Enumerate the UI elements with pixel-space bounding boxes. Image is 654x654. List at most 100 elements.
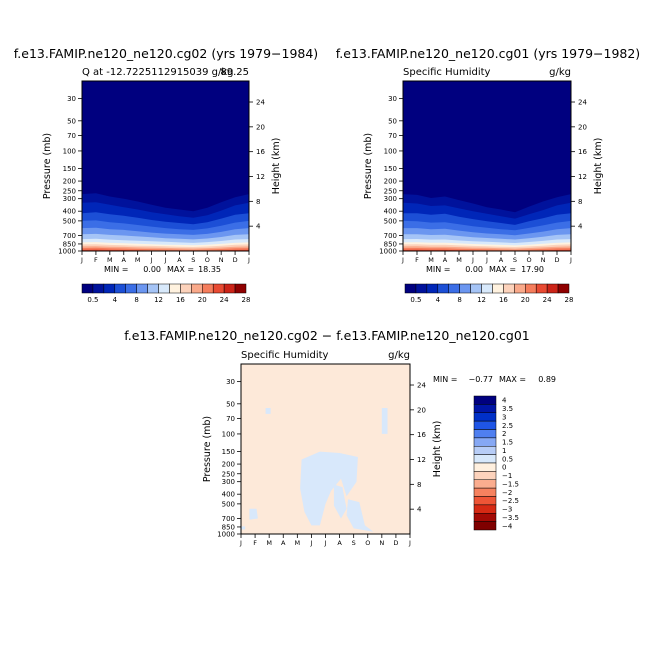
y-tick-label: 100 — [384, 147, 397, 155]
x-tick-label: S — [191, 256, 195, 264]
colorbar-swatch — [473, 521, 497, 531]
y-right-tick-label: 24 — [256, 99, 265, 107]
panel-subtitle-left: Specific Humidity — [241, 350, 329, 361]
colorbar-swatch — [202, 283, 214, 294]
colorbar-label: −1 — [502, 472, 512, 480]
negative-region-4 — [265, 408, 271, 414]
x-tick-label: S — [513, 256, 517, 264]
negative-region-5 — [381, 408, 388, 434]
colorbar-swatch — [234, 283, 247, 294]
x-tick-label: A — [443, 256, 448, 264]
colorbar-swatch — [473, 429, 497, 439]
y-tick-label: 250 — [384, 187, 397, 195]
y-tick-label: 300 — [222, 478, 235, 486]
y-tick-label: 850 — [384, 240, 397, 248]
colorbar-swatch — [473, 487, 497, 497]
colorbar-label: 4 — [113, 296, 118, 304]
stat-max-label: MAX = — [499, 375, 526, 384]
y-tick-label: 30 — [226, 378, 235, 386]
x-tick-label: J — [401, 256, 404, 264]
panel-subtitle-right: 89.25 — [220, 67, 249, 78]
panel-difference: f.e13.FAMIP.ne120_ne120.cg02 − f.e13.FAM… — [124, 328, 556, 547]
stat-min-label: MIN = — [433, 375, 458, 384]
x-tick-label: O — [205, 256, 210, 264]
y-tick-label: 70 — [388, 132, 397, 140]
y-tick-label: 700 — [384, 232, 397, 240]
colorbar-swatch — [481, 283, 493, 294]
colorbar-swatch — [473, 462, 497, 472]
colorbar-label: 28 — [242, 296, 251, 304]
colorbar-label: 1.5 — [502, 439, 513, 447]
colorbar-label: 4 — [502, 397, 507, 405]
colorbar-swatch — [191, 283, 203, 294]
panel-cg01: f.e13.FAMIP.ne120_ne120.cg01 (yrs 1979−1… — [336, 46, 640, 304]
colorbar-swatch — [473, 504, 497, 514]
y-tick-label: 1000 — [217, 531, 235, 539]
colorbar-swatch — [473, 513, 497, 522]
y-tick-label: 30 — [388, 95, 397, 103]
stat-min-label: MIN = — [104, 265, 129, 274]
y-right-tick-label: 8 — [417, 481, 421, 489]
colorbar-swatch — [470, 283, 482, 294]
y-axis-right-label: Height (km) — [593, 138, 604, 195]
colorbar-label: 20 — [521, 296, 530, 304]
colorbar-swatch — [535, 283, 548, 294]
colorbar-swatch — [136, 283, 148, 294]
y-tick-label: 200 — [63, 178, 76, 186]
colorbar-swatch — [473, 404, 497, 413]
y-tick-label: 200 — [222, 461, 235, 469]
y-tick-label: 500 — [63, 217, 76, 225]
colorbar-swatch — [169, 283, 181, 294]
colorbar-label: 8 — [134, 296, 138, 304]
colorbar-swatch — [492, 283, 504, 294]
y-right-tick-label: 24 — [578, 99, 587, 107]
colorbar-label: 24 — [220, 296, 229, 304]
x-tick-label: M — [295, 539, 301, 547]
colorbar-swatch — [473, 496, 497, 506]
colorbar-swatch — [212, 283, 225, 294]
colorbar-label: 16 — [176, 296, 185, 304]
negative-region-1 — [333, 484, 347, 519]
x-tick-label: A — [281, 539, 286, 547]
y-right-tick-label: 16 — [256, 148, 265, 156]
x-tick-label: D — [233, 256, 238, 264]
colorbar-swatch — [525, 283, 537, 294]
y-tick-label: 150 — [222, 448, 235, 456]
colorbar-label: −4 — [502, 522, 513, 530]
x-tick-label: O — [365, 539, 370, 547]
y-tick-label: 200 — [384, 178, 397, 186]
y-right-tick-label: 4 — [256, 223, 261, 231]
stat-max-label: MAX = — [489, 265, 516, 274]
y-axis-label: Pressure (mb) — [363, 133, 374, 199]
y-tick-label: 1000 — [379, 248, 397, 256]
colorbar-label: 2.5 — [502, 422, 513, 430]
x-tick-label: J — [408, 539, 411, 547]
y-right-tick-label: 16 — [417, 431, 426, 439]
colorbar-swatch — [473, 454, 497, 464]
x-tick-label: J — [569, 256, 572, 264]
x-tick-label: J — [309, 539, 312, 547]
colorbar-label: 2 — [502, 430, 506, 438]
colorbar-label: 1 — [502, 447, 506, 455]
x-tick-label: J — [80, 256, 83, 264]
colorbar-label: 0.5 — [87, 296, 98, 304]
colorbar-label: 28 — [565, 296, 574, 304]
y-right-tick-label: 12 — [256, 173, 265, 181]
x-tick-label: M — [428, 256, 434, 264]
colorbar-label: −2 — [502, 489, 512, 497]
x-tick-label: D — [393, 539, 398, 547]
negative-region-6 — [241, 526, 246, 530]
y-axis-right-label: Height (km) — [432, 421, 443, 478]
colorbar-swatch — [473, 420, 497, 430]
colorbar: 0.5 4 8 12 16 20 24 28 — [404, 283, 574, 304]
x-tick-label: N — [541, 256, 546, 264]
colorbar-label: 3.5 — [502, 405, 513, 413]
y-right-tick-label: 20 — [578, 123, 587, 131]
colorbar-label: 0.5 — [410, 296, 421, 304]
colorbar-label: 0 — [502, 464, 506, 472]
x-tick-label: J — [150, 256, 153, 264]
stat-max-value: 0.89 — [538, 375, 556, 384]
y-tick-label: 70 — [67, 132, 76, 140]
